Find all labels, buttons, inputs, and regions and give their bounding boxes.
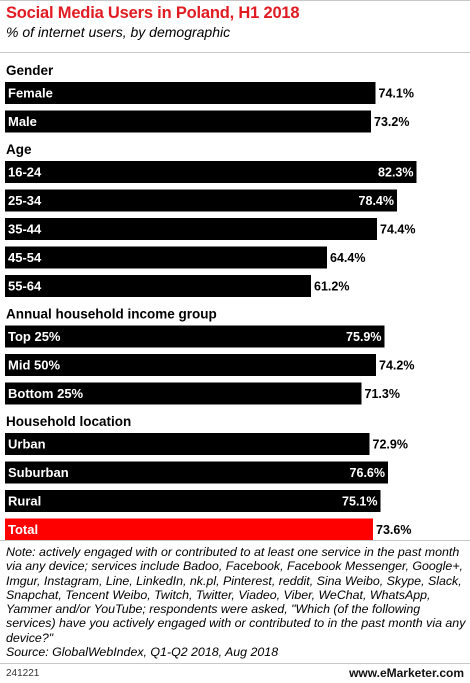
bar-bottom-25pct xyxy=(5,382,362,405)
bar-label-male: Male xyxy=(8,114,37,129)
chart-title: Social Media Users in Poland, H1 2018 xyxy=(6,4,300,22)
bottom-rule xyxy=(0,663,470,664)
value-label-bottom-25pct: 71.3% xyxy=(365,387,400,401)
group-header-age: Age xyxy=(6,142,32,157)
group-header-household-location: Household location xyxy=(6,414,131,429)
bar-25-34 xyxy=(5,189,397,212)
bar-top-25pct xyxy=(5,325,385,348)
value-label-16-24: 82.3% xyxy=(378,166,413,180)
bar-label-16-24: 16-24 xyxy=(8,165,42,180)
bar-total xyxy=(5,518,373,540)
value-label-mid-50pct: 74.2% xyxy=(379,359,414,373)
value-label-total: 73.6% xyxy=(376,523,411,537)
value-label-female: 74.1% xyxy=(379,87,414,101)
bar-16-24 xyxy=(5,161,417,183)
bar-35-44 xyxy=(5,218,377,240)
bar-label-45-54: 45-54 xyxy=(8,250,42,265)
value-label-top-25pct: 75.9% xyxy=(346,330,381,344)
value-label-urban: 72.9% xyxy=(373,438,408,452)
group-header-gender: Gender xyxy=(6,63,54,78)
footer-rule xyxy=(0,540,470,541)
header-rule xyxy=(0,52,470,53)
bar-label-total: Total xyxy=(8,522,38,537)
value-label-35-44: 74.4% xyxy=(380,223,415,237)
chart-note: Note: actively engaged with or contribut… xyxy=(6,545,466,645)
bar-urban xyxy=(5,433,370,455)
emarketer-logo: www.eMarketer.com xyxy=(349,666,464,680)
bar-mid-50pct xyxy=(5,354,376,376)
value-label-55-64: 61.2% xyxy=(314,280,349,294)
bar-label-urban: Urban xyxy=(8,437,46,452)
bar-55-64 xyxy=(5,275,311,297)
bar-female xyxy=(5,82,376,104)
bar-label-female: Female xyxy=(8,86,53,101)
bar-rural xyxy=(5,490,381,512)
bar-label-35-44: 35-44 xyxy=(8,222,42,237)
bar-male xyxy=(5,110,371,133)
chart-id: 241221 xyxy=(6,668,40,679)
bar-label-suburban: Suburban xyxy=(8,465,69,480)
chart-subtitle: % of internet users, by demographic xyxy=(6,24,231,40)
value-label-male: 73.2% xyxy=(374,115,409,129)
bar-45-54 xyxy=(5,246,327,269)
value-label-rural: 75.1% xyxy=(342,495,377,509)
group-header-annual-household-income-group: Annual household income group xyxy=(6,307,217,322)
top-rule xyxy=(0,0,470,1)
bar-label-mid-50pct: Mid 50% xyxy=(8,358,60,373)
bar-label-25-34: 25-34 xyxy=(8,193,42,208)
bar-chart: Gender Female 74.1% Male 73.2% Age 16-24 82.3% 2… xyxy=(5,63,417,540)
bar-label-55-64: 55-64 xyxy=(8,279,42,294)
bar-label-top-25pct: Top 25% xyxy=(8,329,61,344)
value-label-45-54: 64.4% xyxy=(330,251,365,265)
bar-label-rural: Rural xyxy=(8,494,41,509)
chart-source: Source: GlobalWebIndex, Q1-Q2 2018, Aug … xyxy=(6,645,279,659)
bar-label-bottom-25pct: Bottom 25% xyxy=(8,386,84,401)
value-label-suburban: 76.6% xyxy=(350,466,385,480)
bar-suburban xyxy=(5,461,388,484)
value-label-25-34: 78.4% xyxy=(359,194,394,208)
